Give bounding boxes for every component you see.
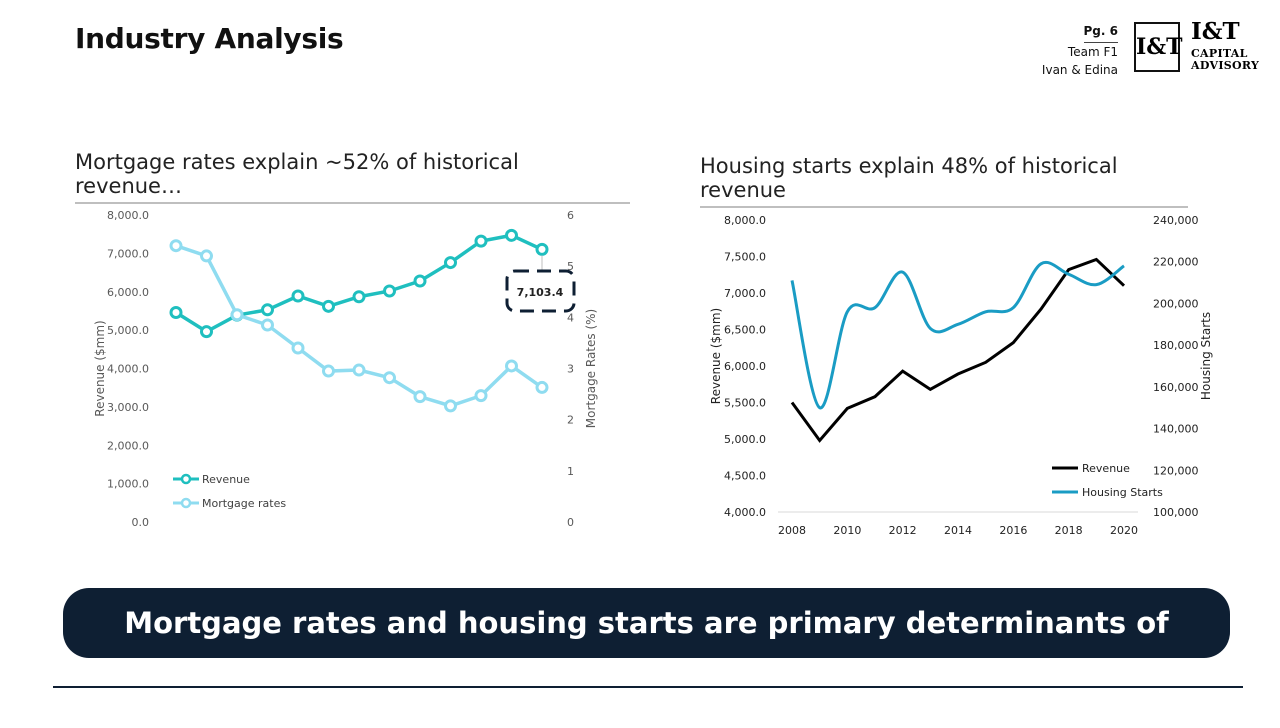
data-point — [230, 308, 244, 322]
y2-tick-label: 2 — [567, 414, 574, 427]
data-point — [505, 228, 518, 242]
legend-marker — [180, 497, 192, 509]
y-axis-label: Revenue ($mm) — [93, 320, 107, 416]
data-point — [322, 299, 335, 313]
y2-tick-label: 100,000 — [1153, 506, 1199, 519]
left-chart-subtitle: Mortgage rates explain ~52% of historica… — [75, 150, 630, 204]
legend-label: Revenue — [202, 473, 250, 486]
y2-tick-label: 200,000 — [1153, 297, 1199, 310]
page-info: Pg. 6 Team F1 Ivan & Edina — [1042, 22, 1118, 79]
housing-revenue-chart: 4,000.0 4,500.0 5,000.0 5,500.0 6,000.0 6,500… — [709, 214, 1213, 537]
y-tick-label: 8,000.0 — [107, 209, 149, 222]
logo-mark: I&T — [1134, 22, 1183, 72]
y-tick-label: 4,000.0 — [724, 506, 766, 519]
x-tick-label: 2012 — [889, 524, 917, 537]
x-tick-label: 2010 — [833, 524, 861, 537]
y-axis-label: Revenue ($mm) — [709, 308, 723, 404]
conclusion-banner: Mortgage rates and housing starts are pr… — [63, 588, 1230, 710]
y-tick-label: 7,000.0 — [724, 287, 766, 300]
data-point — [444, 256, 457, 270]
legend-label: Housing Starts — [1082, 486, 1163, 499]
y-tick-label: 5,500.0 — [724, 397, 766, 410]
series-line-mortgage-rates — [175, 244, 544, 408]
y2-axis-label: Mortgage Rates (%) — [584, 309, 598, 428]
mortgage-revenue-chart: 0.0 1,000.0 2,000.0 3,000.0 4,000.0 5,000.0 6,… — [93, 209, 598, 529]
y-tick-label: 5,000.0 — [107, 324, 149, 337]
data-point — [261, 303, 274, 317]
right-chart-subtitle: Housing starts explain 48% of historical… — [700, 154, 1188, 208]
y2-tick-label: 140,000 — [1153, 423, 1199, 436]
logo-subname: CAPITAL ADVISORY — [1191, 48, 1259, 72]
y2-tick-label: 180,000 — [1153, 339, 1199, 352]
y2-tick-label: 160,000 — [1153, 381, 1199, 394]
data-point — [261, 318, 274, 332]
data-point — [200, 325, 213, 339]
x-tick-label: 2016 — [999, 524, 1027, 537]
page-number: Pg. 6 — [1083, 22, 1118, 43]
y-tick-label: 2,000.0 — [107, 439, 149, 452]
data-point — [535, 380, 549, 394]
y-tick-label: 8,000.0 — [724, 214, 766, 227]
team-name: Team F1 — [1067, 45, 1118, 59]
data-point — [383, 371, 396, 385]
y2-tick-label: 240,000 — [1153, 214, 1199, 227]
y-tick-label: 6,000.0 — [724, 360, 766, 373]
legend-marker — [180, 473, 192, 485]
data-point — [352, 290, 366, 304]
logo-name: I&T — [1191, 18, 1240, 45]
series-line-revenue — [790, 257, 1126, 443]
y-tick-label: 5,000.0 — [724, 433, 766, 446]
legend-label: Mortgage rates — [202, 497, 286, 510]
y2-tick-label: 4 — [567, 311, 574, 324]
data-point — [169, 305, 183, 319]
data-point — [505, 359, 518, 373]
y2-tick-label: 6 — [567, 209, 574, 222]
authors: Ivan & Edina — [1041, 63, 1118, 77]
logo-capital: CAPITAL — [1191, 47, 1248, 60]
y2-tick-label: 3 — [567, 363, 574, 376]
series-line-housing-starts — [790, 261, 1125, 410]
y-tick-label: 7,500.0 — [724, 251, 766, 264]
x-tick-label: 2018 — [1055, 524, 1083, 537]
data-point — [291, 289, 305, 303]
footer-divider — [53, 686, 1243, 688]
y-tick-label: 1,000.0 — [107, 478, 149, 491]
x-tick-label: 2014 — [944, 524, 972, 537]
y-tick-label: 3,000.0 — [107, 401, 149, 414]
data-point — [535, 242, 549, 256]
data-point — [413, 390, 427, 404]
y2-tick-label: 120,000 — [1153, 464, 1199, 477]
y-tick-label: 4,000.0 — [107, 363, 149, 376]
data-point — [444, 399, 457, 413]
y2-tick-label: 5 — [567, 260, 574, 273]
y-tick-label: 0.0 — [132, 516, 150, 529]
annotation-box — [505, 269, 576, 313]
data-point — [322, 364, 335, 378]
y2-tick-label: 1 — [567, 465, 574, 478]
data-point — [383, 284, 396, 298]
data-point — [169, 239, 183, 253]
y2-axis-label: Housing Starts — [1199, 312, 1213, 400]
data-point — [200, 249, 213, 263]
legend-label: Revenue — [1082, 462, 1130, 475]
data-point — [474, 234, 488, 248]
page-title: Industry Analysis — [75, 22, 344, 55]
y-tick-label: 6,000.0 — [107, 286, 149, 299]
y-tick-label: 4,500.0 — [724, 470, 766, 483]
x-tick-label: 2020 — [1110, 524, 1138, 537]
y-tick-label: 6,500.0 — [724, 324, 766, 337]
data-point — [474, 389, 488, 403]
data-point — [413, 274, 427, 288]
logo-advisory: ADVISORY — [1191, 59, 1260, 72]
data-point — [352, 363, 366, 377]
y2-tick-label: 220,000 — [1153, 256, 1199, 269]
x-tick-label: 2008 — [778, 524, 806, 537]
data-point — [291, 341, 305, 355]
y2-tick-label: 0 — [567, 516, 574, 529]
annotation-label: 7,103.4 — [517, 286, 564, 299]
y-tick-label: 7,000.0 — [107, 247, 149, 260]
company-logo: I&T I&T CAPITAL ADVISORY — [1133, 18, 1263, 76]
